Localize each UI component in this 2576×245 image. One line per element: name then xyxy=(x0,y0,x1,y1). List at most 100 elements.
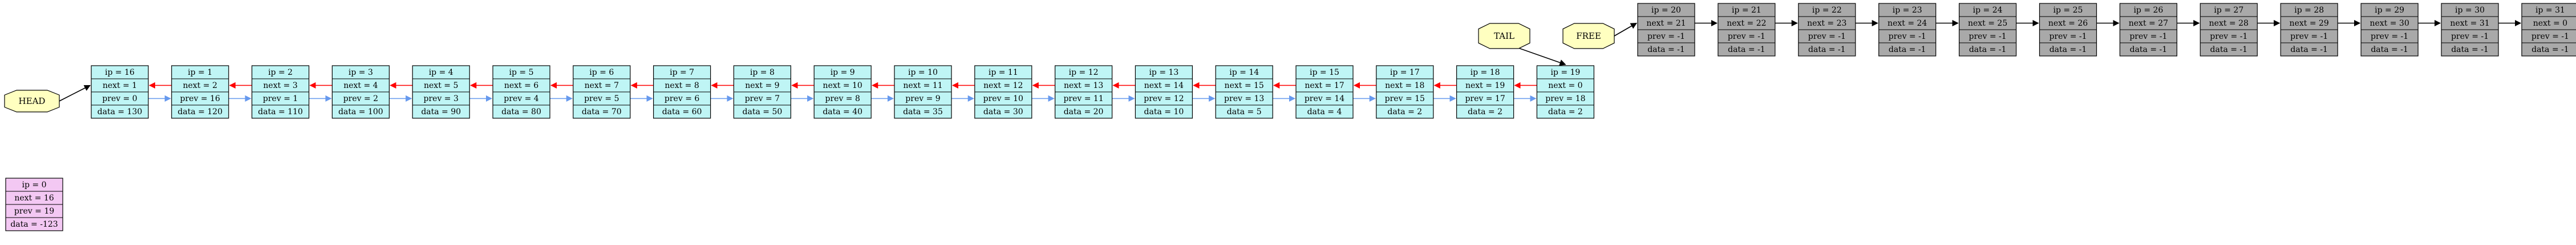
free-node: ip = 21 next = 22 prev = -1 data = -1 xyxy=(1718,3,1776,57)
node-field-data: data = 90 xyxy=(421,107,461,117)
node-field-next: next = 4 xyxy=(343,81,378,90)
node-field-data: data = 2 xyxy=(1387,107,1422,117)
node-field-ip: ip = 5 xyxy=(509,68,534,77)
free-node: ip = 27 next = 28 prev = -1 data = -1 xyxy=(2200,3,2258,57)
free-node: ip = 24 next = 25 prev = -1 data = -1 xyxy=(1959,3,2017,57)
node-field-prev: prev = 19 xyxy=(14,207,54,216)
node-field-data: data = 4 xyxy=(1307,107,1342,117)
node-field-prev: prev = -1 xyxy=(1808,32,1846,41)
free-node: ip = 26 next = 27 prev = -1 data = -1 xyxy=(2119,3,2177,57)
node-field-next: next = 5 xyxy=(424,81,458,90)
node-field-prev: prev = 18 xyxy=(1545,94,1585,103)
node-field-data: data = 70 xyxy=(582,107,622,117)
node-field-next: next = 25 xyxy=(1968,19,2007,28)
node-field-prev: prev = -1 xyxy=(1647,32,1685,41)
free-node: ip = 31 next = 0 prev = -1 data = -1 xyxy=(2521,3,2576,57)
node-field-prev: prev = -1 xyxy=(1728,32,1765,41)
sentinel-node: ip = 0 next = 16 prev = 19 data = -123 xyxy=(5,178,63,231)
node-field-ip: ip = 30 xyxy=(2455,6,2485,15)
node-field-next: next = 0 xyxy=(1548,81,1582,90)
active-node: ip = 8 next = 9 prev = 7 data = 50 xyxy=(733,65,792,119)
node-field-next: next = 28 xyxy=(2209,19,2249,28)
node-field-prev: prev = -1 xyxy=(2049,32,2087,41)
node-field-next: next = 12 xyxy=(983,81,1023,90)
node-field-prev: prev = 2 xyxy=(343,94,378,103)
node-field-ip: ip = 25 xyxy=(2053,6,2083,15)
node-field-next: next = 13 xyxy=(1064,81,1103,90)
tail-label: TAIL xyxy=(1478,23,1530,49)
active-node: ip = 13 next = 14 prev = 12 data = 10 xyxy=(1135,65,1193,119)
nodes: ip = 16 next = 1 prev = 0 data = 130 ip = 1 n… xyxy=(5,3,2576,231)
free-node: ip = 30 next = 31 prev = -1 data = -1 xyxy=(2441,3,2499,57)
node-field-ip: ip = 21 xyxy=(1732,6,1761,15)
free-node: ip = 20 next = 21 prev = -1 data = -1 xyxy=(1637,3,1695,57)
node-field-prev: prev = 1 xyxy=(263,94,298,103)
active-node: ip = 7 next = 8 prev = 6 data = 60 xyxy=(653,65,711,119)
node-field-next: next = 7 xyxy=(585,81,619,90)
node-field-next: next = 27 xyxy=(2129,19,2168,28)
tail-label-shape xyxy=(1478,23,1530,49)
node-field-prev: prev = -1 xyxy=(2532,32,2569,41)
node-field-prev: prev = -1 xyxy=(1969,32,2007,41)
node-field-next: next = 30 xyxy=(2370,19,2409,28)
active-node: ip = 4 next = 5 prev = 3 data = 90 xyxy=(412,65,470,119)
node-field-next: next = 29 xyxy=(2290,19,2329,28)
free-label: FREE xyxy=(1562,23,1615,49)
node-field-ip: ip = 11 xyxy=(989,68,1018,77)
node-field-prev: prev = 6 xyxy=(665,94,699,103)
active-node: ip = 14 next = 15 prev = 13 data = 5 xyxy=(1215,65,1273,119)
node-field-next: next = 9 xyxy=(745,81,779,90)
node-field-prev: prev = -1 xyxy=(2371,32,2408,41)
node-field-next: next = 1 xyxy=(103,81,137,90)
node-field-ip: ip = 3 xyxy=(349,68,373,77)
active-node: ip = 16 next = 1 prev = 0 data = 130 xyxy=(91,65,149,119)
free-pointer-arrow xyxy=(1614,22,1637,37)
node-field-ip: ip = 23 xyxy=(1893,6,1922,15)
node-field-prev: prev = -1 xyxy=(2451,32,2489,41)
node-field-prev: prev = 16 xyxy=(180,94,220,103)
node-field-ip: ip = 22 xyxy=(1812,6,1842,15)
node-field-prev: prev = 13 xyxy=(1224,94,1264,103)
node-field-next: next = 26 xyxy=(2048,19,2088,28)
node-field-ip: ip = 4 xyxy=(429,68,453,77)
node-field-prev: prev = 5 xyxy=(584,94,619,103)
node-field-ip: ip = 9 xyxy=(831,68,855,77)
node-field-next: next = 19 xyxy=(1465,81,1505,90)
active-node: ip = 17 next = 18 prev = 15 data = 2 xyxy=(1376,65,1434,119)
active-node: ip = 19 next = 0 prev = 18 data = 2 xyxy=(1536,65,1594,119)
free-node: ip = 29 next = 30 prev = -1 data = -1 xyxy=(2360,3,2419,57)
node-field-data: data = 35 xyxy=(903,107,943,117)
node-field-next: next = 31 xyxy=(2450,19,2489,28)
node-field-next: next = 14 xyxy=(1144,81,1184,90)
node-field-ip: ip = 6 xyxy=(589,68,614,77)
node-field-prev: prev = 17 xyxy=(1465,94,1505,103)
node-field-ip: ip = 24 xyxy=(1973,6,2003,15)
node-field-data: data = 110 xyxy=(258,107,303,117)
node-field-data: data = -1 xyxy=(2532,45,2569,54)
node-field-next: next = 24 xyxy=(1888,19,1927,28)
node-field-next: next = 11 xyxy=(903,81,942,90)
node-field-ip: ip = 14 xyxy=(1229,68,1259,77)
node-field-data: data = 80 xyxy=(501,107,541,117)
node-field-ip: ip = 0 xyxy=(22,180,47,190)
node-field-next: next = 23 xyxy=(1807,19,1846,28)
node-field-prev: prev = 10 xyxy=(983,94,1023,103)
node-field-ip: ip = 15 xyxy=(1310,68,1339,77)
node-field-next: next = 3 xyxy=(263,81,297,90)
active-node: ip = 10 next = 11 prev = 9 data = 35 xyxy=(894,65,952,119)
node-field-ip: ip = 13 xyxy=(1149,68,1178,77)
node-field-data: data = -1 xyxy=(1889,45,1926,54)
node-field-next: next = 16 xyxy=(14,194,54,203)
node-field-data: data = -1 xyxy=(1728,45,1765,54)
node-field-prev: prev = 15 xyxy=(1385,94,1425,103)
tail-pointer-arrow xyxy=(1516,47,1566,66)
head-label-shape xyxy=(4,90,60,113)
node-field-prev: prev = -1 xyxy=(2210,32,2247,41)
node-field-data: data = 60 xyxy=(662,107,702,117)
active-node: ip = 18 next = 19 prev = 17 data = 2 xyxy=(1456,65,1514,119)
node-field-data: data = -123 xyxy=(10,220,58,229)
active-node: ip = 11 next = 12 prev = 10 data = 30 xyxy=(974,65,1032,119)
node-field-ip: ip = 17 xyxy=(1390,68,1420,77)
node-field-data: data = 5 xyxy=(1227,107,1262,117)
node-field-data: data = -1 xyxy=(2210,45,2248,54)
